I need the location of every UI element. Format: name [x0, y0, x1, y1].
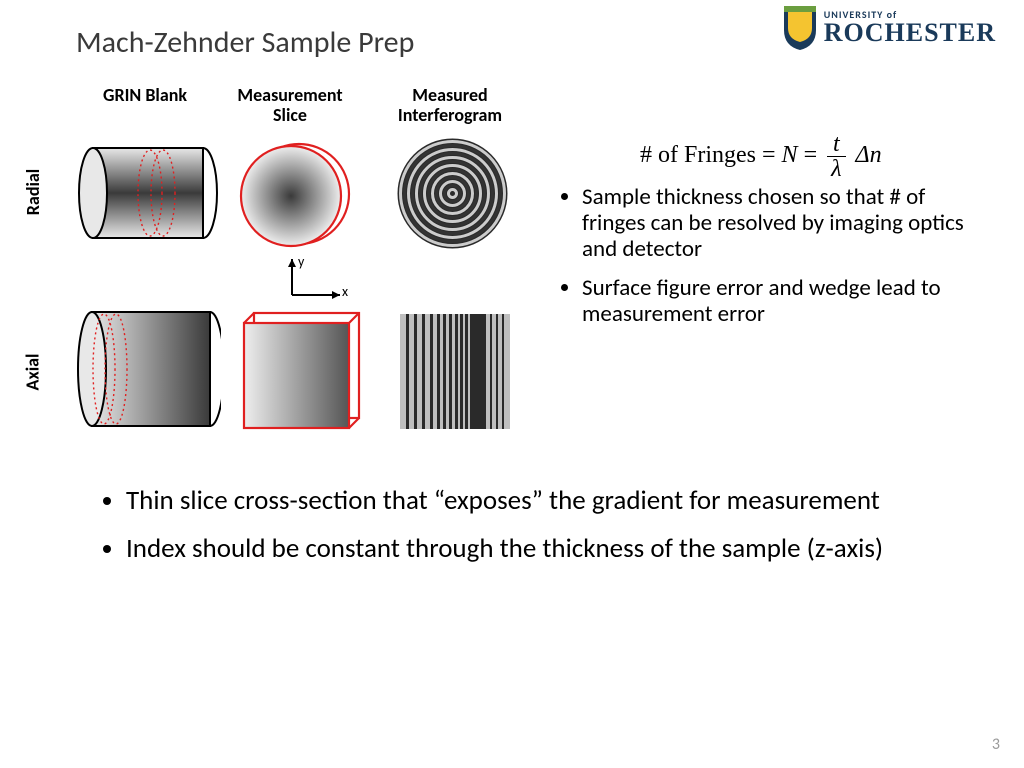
row-label-radial: Radial — [22, 169, 44, 215]
diagram-grid: GRIN Blank Measurement Slice Measured In… — [30, 86, 550, 456]
slide-title: Mach-Zehnder Sample Prep — [76, 24, 414, 61]
axial-measurement-slice — [240, 311, 365, 441]
shield-icon — [780, 4, 820, 52]
col-header-interferogram: Measured Interferogram — [380, 86, 520, 126]
axis-y-label: y — [298, 253, 304, 270]
radial-measurement-slice — [235, 136, 355, 261]
bullet-bottom-2: Index should be constant through the thi… — [126, 533, 920, 565]
axial-interferogram — [400, 314, 510, 434]
bullet-list-bottom: Thin slice cross-section that “exposes” … — [100, 485, 920, 581]
axis-x-label: x — [342, 283, 348, 300]
col-header-grin: GRIN Blank — [85, 86, 205, 106]
axial-grin-blank — [76, 304, 221, 439]
fringe-equation: # of Fringes = N = t λ Δn — [640, 132, 882, 181]
bullet-right-1: Sample thickness chosen so that # of fri… — [582, 185, 990, 262]
university-logo: UNIVERSITY of ROCHESTER — [780, 4, 996, 52]
xy-axes: x y — [280, 255, 350, 307]
radial-grin-blank — [78, 138, 218, 253]
row-label-axial: Axial — [21, 354, 43, 391]
bullet-list-right: Sample thickness chosen so that # of fri… — [560, 185, 990, 342]
col-header-slice: Measurement Slice — [225, 86, 355, 126]
bullet-right-2: Surface figure error and wedge lead to m… — [582, 276, 990, 328]
logo-main-text: ROCHESTER — [824, 20, 996, 46]
bullet-bottom-1: Thin slice cross-section that “exposes” … — [126, 485, 920, 517]
page-number: 3 — [992, 735, 1000, 754]
radial-interferogram — [395, 136, 510, 256]
